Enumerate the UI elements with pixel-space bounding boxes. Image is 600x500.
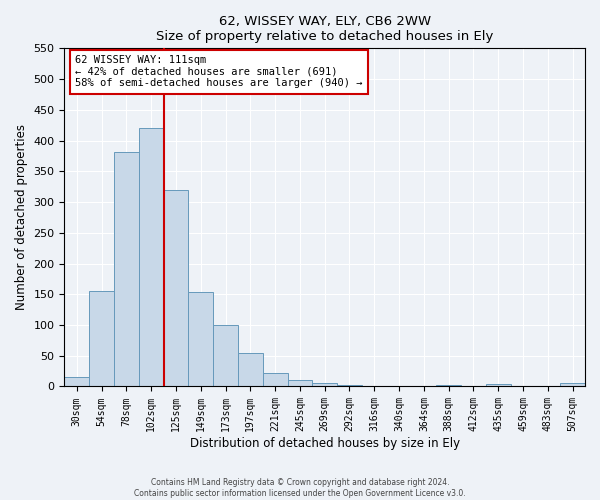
Bar [188,292,213,386]
Bar [213,325,238,386]
Bar [313,383,337,386]
Bar [287,380,313,386]
Bar [486,384,511,386]
Bar [337,384,362,386]
Bar [164,190,188,386]
Bar [114,152,139,386]
Bar [263,373,287,386]
Bar [139,128,164,386]
Y-axis label: Number of detached properties: Number of detached properties [15,124,28,310]
Bar [89,291,114,386]
Title: 62, WISSEY WAY, ELY, CB6 2WW
Size of property relative to detached houses in Ely: 62, WISSEY WAY, ELY, CB6 2WW Size of pro… [156,15,493,43]
Bar [436,384,461,386]
Bar [560,384,585,386]
Text: 62 WISSEY WAY: 111sqm
← 42% of detached houses are smaller (691)
58% of semi-det: 62 WISSEY WAY: 111sqm ← 42% of detached … [75,55,362,88]
X-axis label: Distribution of detached houses by size in Ely: Distribution of detached houses by size … [190,437,460,450]
Bar [64,378,89,386]
Text: Contains HM Land Registry data © Crown copyright and database right 2024.
Contai: Contains HM Land Registry data © Crown c… [134,478,466,498]
Bar [238,352,263,386]
